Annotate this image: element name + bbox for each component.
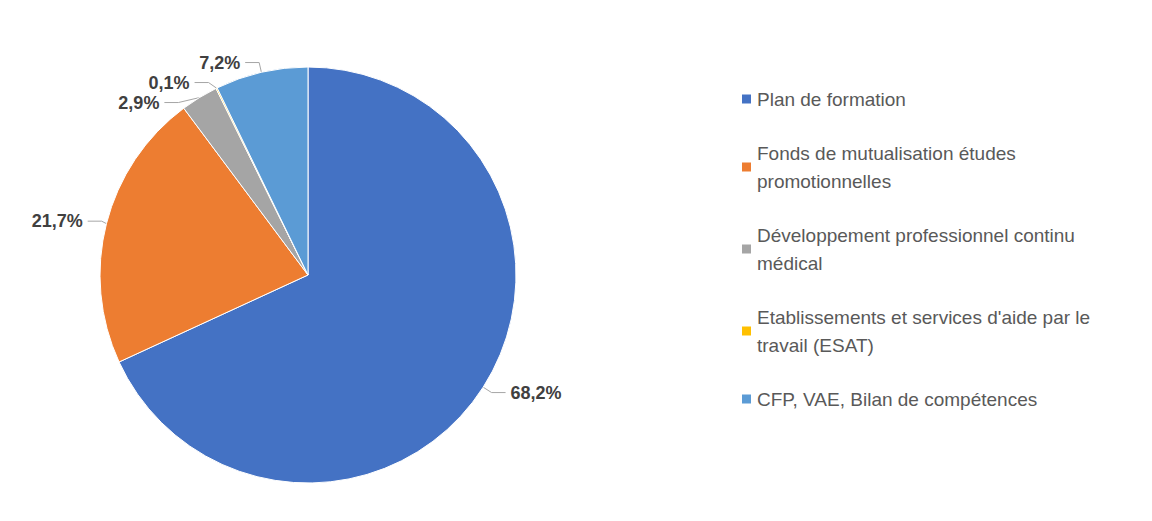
svg-text:Fonds de mutualisation études: Fonds de mutualisation études [757, 143, 1021, 164]
svg-text:21,7%: 21,7% [32, 211, 83, 231]
svg-text:7,2%: 7,2% [199, 53, 240, 73]
svg-text:2,9%: 2,9% [118, 93, 159, 113]
svg-text:CFP, VAE, Bilan de compétences: CFP, VAE, Bilan de compétences [757, 389, 1037, 410]
svg-text:Développement professionnel co: Développement professionnel continu [757, 225, 1080, 246]
svg-text:promotionnelles: promotionnelles [757, 171, 891, 192]
svg-text:Plan de formation: Plan de formation [757, 89, 906, 110]
svg-text:Etablissements et services d'a: Etablissements et services d'aide par le [757, 307, 1095, 328]
svg-text:68,2%: 68,2% [511, 383, 562, 403]
svg-text:travail (ESAT): travail (ESAT) [757, 335, 874, 356]
svg-text:0,1%: 0,1% [149, 73, 190, 93]
svg-text:médical: médical [757, 253, 822, 274]
